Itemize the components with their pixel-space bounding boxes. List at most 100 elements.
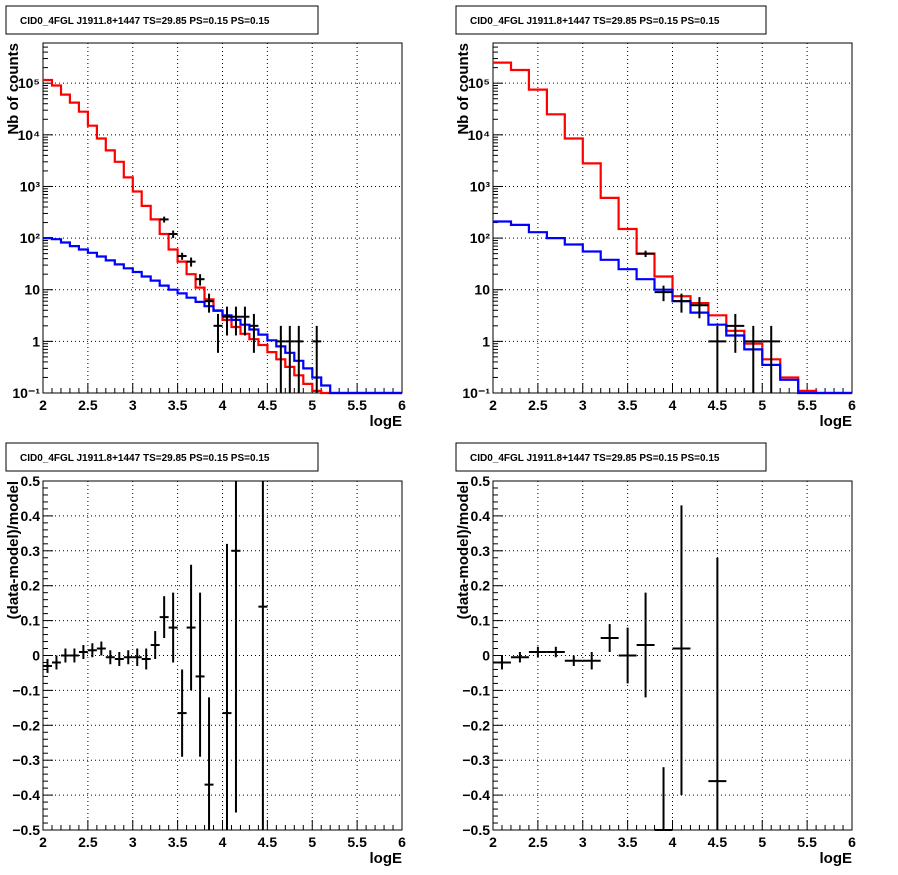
x-tick-label: 2 [489,834,497,850]
data-point [258,481,268,830]
data-point [493,655,511,670]
data-point [564,655,583,666]
x-tick-label: 4 [669,397,677,413]
x-tick-label: 2.5 [78,397,98,413]
panel-residuals-left: CID0_4FGL J1911.8+1447 TS=29.85 PS=0.15 … [5,442,406,867]
data-point [618,627,637,684]
y-tick-label: −0.1 [12,682,40,698]
chart-title: CID0_4FGL J1911.8+1447 TS=29.85 PS=0.15 … [20,453,270,464]
y-tick-label: 0.4 [471,508,491,524]
y-tick-label: 10⁵ [18,75,40,91]
y-tick-label: −0.4 [462,787,490,803]
data-point [672,505,691,796]
x-axis-label: logE [370,850,403,867]
y-tick-label: 0 [32,648,40,664]
x-tick-label: 3 [129,834,137,850]
data-point [708,325,727,393]
x-tick-label: 2.5 [528,834,548,850]
data-point [276,325,286,393]
data-point [222,306,232,336]
panel-residuals-right: CID0_4FGL J1911.8+1447 TS=29.85 PS=0.15 … [455,442,856,867]
data-point [546,646,565,658]
y-tick-label: 10² [470,230,491,246]
title-box [455,5,767,35]
data-point [43,658,52,673]
y-tick-label: 10⁴ [18,127,41,143]
y-axis-label: Nb of counts [455,43,472,135]
x-tick-label: 3.5 [618,397,638,413]
model-total-line [43,78,402,395]
y-tick-label: 0 [482,648,490,664]
y-tick-label: 0.2 [471,578,491,594]
chart-title: CID0_4FGL J1911.8+1447 TS=29.85 PS=0.15 … [470,16,720,27]
x-tick-label: 2.5 [78,834,98,850]
x-tick-label: 6 [848,397,856,413]
chart-title: CID0_4FGL J1911.8+1447 TS=29.85 PS=0.15 … [470,453,720,464]
data-point [204,293,214,313]
y-tick-label: 10³ [470,178,491,194]
y-tick-label: −0.3 [462,752,490,768]
x-tick-label: 4.5 [708,834,728,850]
x-tick-label: 3.5 [168,397,188,413]
y-tick-label: −0.2 [12,717,40,733]
data-point [294,325,304,393]
x-tick-label: 3 [579,397,587,413]
x-tick-label: 2 [489,397,497,413]
data-point [204,697,214,830]
data-point [600,624,619,653]
data-point [159,216,169,223]
y-tick-label: 0.3 [471,543,491,559]
x-tick-label: 5 [308,397,316,413]
x-tick-label: 3 [579,834,587,850]
title-box [5,5,319,35]
data-point [249,313,259,353]
data-point [636,250,655,258]
x-axis-label: logE [370,413,403,430]
data-point [132,648,142,666]
y-tick-label: 10⁵ [468,75,490,91]
x-tick-label: 3.5 [618,834,638,850]
y-tick-label: 0.4 [21,508,41,524]
y-tick-label: 10⁴ [468,127,491,143]
y-tick-label: 0.5 [21,473,41,489]
y-tick-label: −0.4 [12,787,40,803]
x-tick-label: 4.5 [258,397,278,413]
y-tick-label: −0.5 [12,822,40,838]
data-point [186,257,196,267]
y-tick-label: 10 [24,282,40,298]
x-tick-label: 6 [398,397,406,413]
x-tick-label: 5.5 [797,834,817,850]
y-tick-label: 0.5 [471,473,491,489]
x-tick-label: 5 [308,834,316,850]
data-point [123,650,133,665]
data-point [60,648,70,663]
data-point [636,592,655,698]
title-box [5,442,319,472]
data-point [672,293,691,313]
title-box [455,442,767,472]
y-tick-label: 10² [20,230,41,246]
x-tick-label: 5.5 [347,834,367,850]
y-tick-label: 10⁻¹ [462,385,490,401]
panel-counts-right: CID0_4FGL J1911.8+1447 TS=29.85 PS=0.15 … [455,5,856,430]
y-tick-label: −0.3 [12,752,40,768]
x-tick-label: 5 [758,834,766,850]
data-point [654,767,673,831]
data-point [213,313,223,353]
panel-counts-left: CID0_4FGL J1911.8+1447 TS=29.85 PS=0.15 … [5,5,406,430]
data-point [231,481,241,813]
data-point [186,564,196,691]
data-point [195,592,205,757]
data-point [762,325,781,393]
y-tick-label: 1 [482,333,490,349]
data-point [708,557,727,830]
x-tick-label: 6 [848,834,856,850]
x-tick-label: 4 [219,397,227,413]
chart-title: CID0_4FGL J1911.8+1447 TS=29.85 PS=0.15 … [20,16,270,27]
x-tick-label: 4 [669,834,677,850]
x-axis-label: logE [820,850,853,867]
data-point [240,306,250,336]
x-tick-label: 5.5 [797,397,817,413]
data-point [528,646,547,658]
